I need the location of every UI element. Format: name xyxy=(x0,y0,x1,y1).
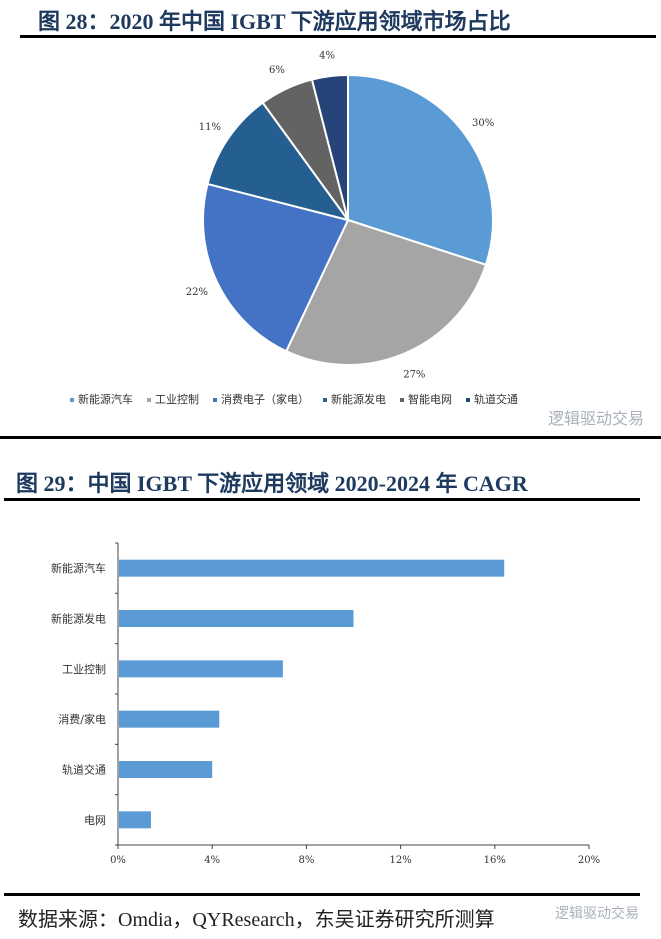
category-label: 轨道交通 xyxy=(62,763,106,777)
category-label: 新能源汽车 xyxy=(51,561,106,575)
pie-slice xyxy=(202,182,350,353)
pie-legend: 新能源汽车 工业控制 消费电子（家电） 新能源发电 智能电网 轨道交通 xyxy=(70,391,518,407)
category-label: 电网 xyxy=(84,814,106,827)
divider xyxy=(20,35,656,38)
legend-swatch xyxy=(147,398,151,402)
divider xyxy=(0,436,661,439)
category-label: 消费/家电 xyxy=(58,712,106,726)
watermark: 逻辑驱动交易 xyxy=(555,906,639,922)
pie-slice xyxy=(284,218,488,366)
bar xyxy=(119,710,220,728)
category-label: 新能源发电 xyxy=(51,612,106,626)
legend-label: 新能源发电 xyxy=(331,393,386,406)
legend-label: 轨道交通 xyxy=(474,393,518,406)
bar xyxy=(119,761,213,778)
slice-label: 11% xyxy=(199,122,221,133)
pie-slice xyxy=(347,73,494,267)
x-tick-label: 4% xyxy=(204,855,220,866)
bar xyxy=(119,559,505,577)
legend-swatch xyxy=(213,398,217,402)
slice-label: 6% xyxy=(269,65,285,76)
legend-item: 智能电网 xyxy=(400,391,452,407)
bar xyxy=(119,610,354,627)
legend-label: 消费电子（家电） xyxy=(221,393,309,406)
slice-label: 4% xyxy=(319,50,335,61)
x-tick-label: 0% xyxy=(110,855,126,866)
legend-swatch xyxy=(323,398,327,402)
watermark: 逻辑驱动交易 xyxy=(548,409,645,428)
legend-swatch xyxy=(400,398,404,402)
x-tick-label: 20% xyxy=(578,855,600,866)
bar-chart-title: 图 29：中国 IGBT 下游应用领域 2020-2024 年 CAGR xyxy=(16,471,528,496)
pie-chart-title: 图 28：2020 年中国 IGBT 下游应用领域市场占比 xyxy=(38,9,511,34)
legend-label: 智能电网 xyxy=(408,393,452,406)
divider xyxy=(4,893,640,896)
slice-label: 22% xyxy=(186,287,208,298)
x-tick-label: 16% xyxy=(484,855,506,866)
divider xyxy=(4,498,640,501)
legend-item: 工业控制 xyxy=(147,391,199,407)
bar xyxy=(119,660,283,678)
x-tick-label: 8% xyxy=(298,855,314,866)
bar xyxy=(119,811,151,829)
slice-label: 27% xyxy=(403,369,425,380)
source-note: 数据来源：Omdia，QYResearch，东吴证券研究所测算 xyxy=(18,909,495,931)
legend-swatch xyxy=(70,398,74,402)
legend-label: 新能源汽车 xyxy=(78,393,133,406)
pie-chart: 30% 27% 22% 11% 6% 4% xyxy=(186,50,494,380)
pie-slice xyxy=(310,73,349,221)
legend-item: 新能源汽车 xyxy=(70,391,133,407)
x-tick-label: 12% xyxy=(389,855,411,866)
legend-item: 消费电子（家电） xyxy=(213,391,309,407)
pie-slice xyxy=(206,101,351,222)
legend-item: 轨道交通 xyxy=(466,391,518,407)
legend-swatch xyxy=(466,398,470,402)
category-label: 工业控制 xyxy=(62,662,106,676)
legend-item: 新能源发电 xyxy=(323,391,386,407)
legend-label: 工业控制 xyxy=(155,393,199,406)
slice-label: 30% xyxy=(472,118,494,129)
